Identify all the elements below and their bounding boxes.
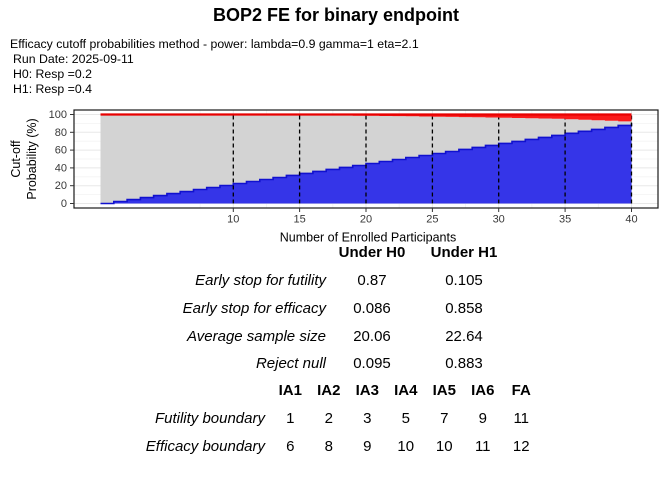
x-tick-label: 35 <box>559 214 571 226</box>
row-label: Early stop for futility <box>195 272 326 289</box>
futility-area <box>100 123 633 205</box>
table-row: Futility boundary 1 2 3 5 7 9 11 <box>0 409 541 429</box>
y-tick-label: 100 <box>49 109 67 121</box>
row-label: Average sample size <box>187 328 326 345</box>
x-tick-label: 15 <box>293 214 305 226</box>
value-h1: 0.858 <box>445 300 483 317</box>
col-ia3: IA3 <box>355 382 379 399</box>
summary-header-row: Under H0 Under H1 <box>0 243 510 263</box>
value-h0: 0.095 <box>353 355 391 372</box>
y-tick-label: 40 <box>55 162 67 174</box>
col-fa: FA <box>511 382 531 399</box>
efficacy-area <box>100 113 632 122</box>
col-under-h1: Under H1 <box>430 244 498 261</box>
col-ia1: IA1 <box>278 382 302 399</box>
col-ia5: IA5 <box>432 382 456 399</box>
value-h1: 22.64 <box>445 328 483 345</box>
x-tick-label: 10 <box>227 214 239 226</box>
value-h1: 0.105 <box>445 272 483 289</box>
table-row: Early stop for futility 0.87 0.105 <box>0 271 510 291</box>
table-row: Average sample size 20.06 22.64 <box>0 327 510 347</box>
value-h0: 0.87 <box>357 272 387 289</box>
page-title: BOP2 FE for binary endpoint <box>212 5 459 25</box>
analysis-vlines <box>232 114 633 204</box>
y-axis-title-line2: Probability (%) <box>25 118 39 199</box>
run-date-line: Run Date: 2025-09-11 <box>13 52 134 66</box>
value-h1: 0.883 <box>445 355 483 372</box>
x-axis-title: Number of Enrolled Participants <box>280 231 456 245</box>
y-tick-label: 60 <box>55 145 67 157</box>
table-row: Reject null 0.095 0.883 <box>0 354 510 374</box>
boundary-header-row: IA1 IA2 IA3 IA4 IA5 IA6 FA <box>0 381 541 401</box>
y-tick-label: 20 <box>55 180 67 192</box>
y-axis: 0 20 40 60 80 100 <box>49 109 74 210</box>
value-h0: 0.086 <box>353 300 391 317</box>
y-axis-title-line1: Cut-off <box>9 140 23 178</box>
table-row: Early stop for efficacy 0.086 0.858 <box>0 299 510 319</box>
x-axis: 10 15 20 25 30 35 40 <box>227 208 638 226</box>
row-label: Efficacy boundary <box>145 438 265 455</box>
y-tick-label: 80 <box>55 127 67 139</box>
col-ia4: IA4 <box>394 382 418 399</box>
cutoff-probability-chart: 10 15 20 25 30 35 40 0 20 40 60 80 100 Number of Enro… <box>9 109 659 245</box>
table-row: Efficacy boundary 6 8 9 10 10 11 12 <box>0 437 541 457</box>
method-line: Efficacy cutoff probabilities method - p… <box>10 37 419 51</box>
x-tick-label: 40 <box>625 214 637 226</box>
x-tick-label: 25 <box>426 214 438 226</box>
row-label: Early stop for efficacy <box>182 300 326 317</box>
col-under-h0: Under H0 <box>338 244 406 261</box>
col-ia6: IA6 <box>471 382 495 399</box>
col-ia2: IA2 <box>317 382 341 399</box>
x-tick-label: 20 <box>360 214 372 226</box>
x-tick-label: 30 <box>493 214 505 226</box>
row-label: Reject null <box>255 355 326 372</box>
row-label: Futility boundary <box>154 410 265 427</box>
y-tick-label: 0 <box>61 198 67 210</box>
run-metadata: Efficacy cutoff probabilities method - p… <box>10 37 419 97</box>
chart-container: 10 15 20 25 30 35 40 0 20 40 60 80 100 Number of Enro… <box>0 100 672 246</box>
h0-line: H0: Resp =0.2 <box>13 67 92 81</box>
h1-line: H1: Resp =0.4 <box>13 82 92 96</box>
value-h0: 20.06 <box>353 328 391 345</box>
